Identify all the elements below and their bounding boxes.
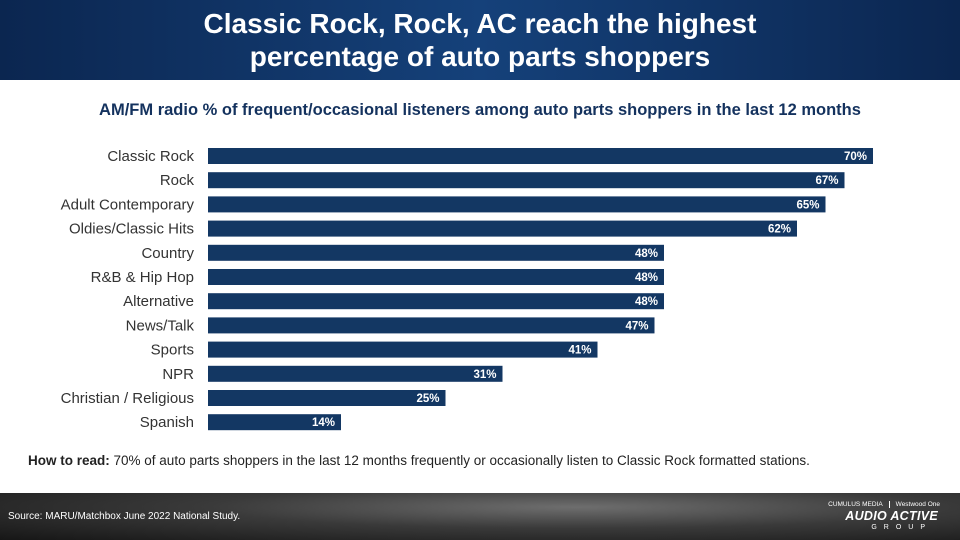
category-label: Sports (151, 342, 194, 359)
value-label: 70% (844, 151, 867, 163)
value-label: 48% (635, 272, 658, 284)
category-label: Oldies/Classic Hits (69, 221, 194, 238)
cumulus-logo: CUMULUS MEDIA (828, 501, 883, 508)
value-label: 48% (635, 296, 658, 308)
bar (208, 390, 446, 406)
bar (208, 414, 341, 431)
chart-title: AM/FM radio % of frequent/occasional lis… (99, 101, 861, 119)
footer: Source: MARU/Matchbox June 2022 National… (0, 493, 960, 540)
category-label: Adult Contemporary (61, 196, 195, 213)
value-label: 65% (796, 199, 819, 211)
category-label: NPR (162, 366, 194, 383)
westwood-one-logo: Westwood One (895, 501, 940, 508)
bar (208, 293, 664, 310)
category-label: News/Talk (126, 317, 195, 334)
value-label: 41% (568, 345, 591, 357)
category-label: Rock (160, 172, 195, 189)
source-note: Source: MARU/Matchbox June 2022 National… (8, 511, 241, 522)
category-label: Country (141, 245, 194, 262)
header-banner: Classic Rock, Rock, AC reach the highest… (0, 0, 960, 80)
how-to-read-label: How to read: (28, 453, 110, 468)
value-label: 48% (635, 248, 658, 260)
bar (208, 269, 664, 285)
category-label: Christian / Religious (61, 390, 194, 407)
bar (208, 244, 664, 261)
how-to-read-note: How to read: 70% of auto parts shoppers … (28, 453, 948, 468)
bar (208, 317, 655, 334)
bar (208, 148, 873, 164)
category-label: Classic Rock (107, 148, 194, 165)
category-label: Alternative (123, 293, 194, 310)
logo-divider (888, 501, 890, 508)
page-title: Classic Rock, Rock, AC reach the highest… (203, 8, 757, 72)
bar (208, 341, 598, 358)
bar-chart: Classic Rock 70% Rock 67% Adult Contemporary… (61, 148, 873, 431)
how-to-read-text: 70% of auto parts shoppers in the last 1… (109, 453, 810, 468)
value-label: 25% (416, 393, 439, 405)
category-label: Spanish (140, 414, 194, 431)
value-label: 47% (625, 320, 648, 332)
audio-active-group-text: GROUP (871, 524, 932, 531)
category-label: R&B & Hip Hop (91, 269, 194, 286)
value-label: 31% (473, 369, 496, 381)
bar (208, 196, 826, 213)
partner-logos: CUMULUS MEDIA Westwood One (828, 501, 940, 508)
value-label: 67% (815, 175, 838, 187)
audio-active-logo: AUDIO ACTIVE (845, 509, 938, 523)
bar (208, 220, 797, 237)
bar (208, 172, 845, 189)
bar (208, 365, 503, 382)
value-label: 62% (768, 224, 791, 236)
value-label: 14% (312, 417, 335, 429)
